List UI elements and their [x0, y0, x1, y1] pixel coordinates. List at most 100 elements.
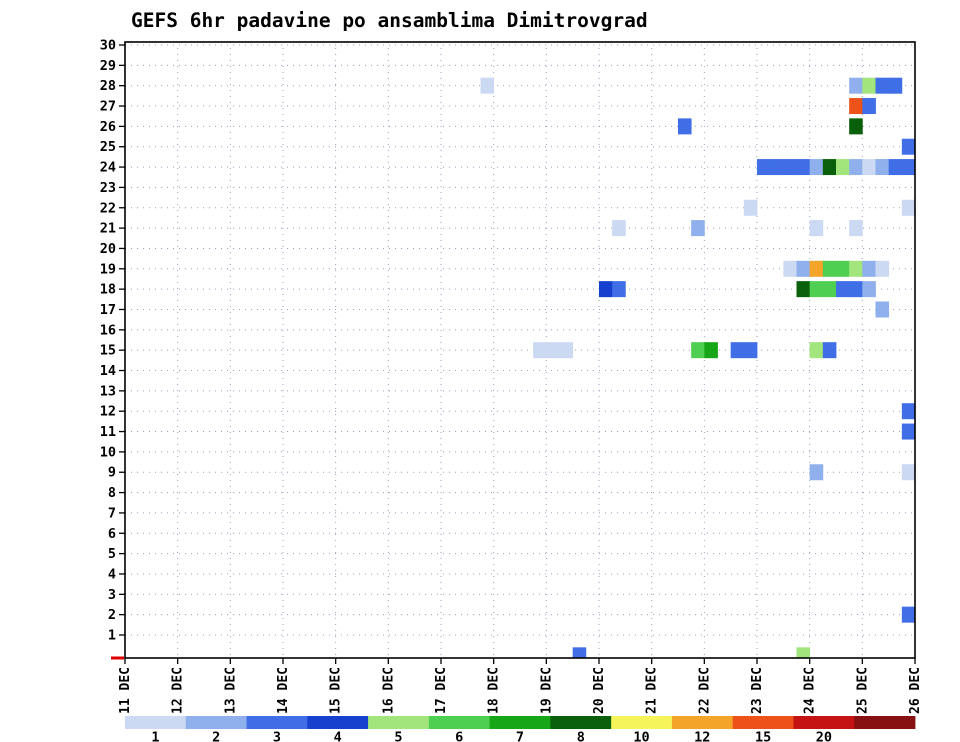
precip-cell: [730, 342, 745, 359]
legend-swatch: [368, 716, 430, 729]
precip-cell: [822, 281, 837, 298]
precip-cell: [783, 260, 797, 277]
y-member-label: 6: [108, 526, 116, 542]
legend-swatch: [246, 716, 308, 729]
x-date-label: 11 DEC: [118, 667, 133, 714]
x-date-label: 14 DEC: [276, 667, 291, 714]
y-axis: 1234567891011121314151617181920212223242…: [100, 38, 125, 644]
precip-cell: [678, 118, 692, 135]
precip-cell: [901, 199, 916, 216]
precip-cell: [809, 281, 824, 298]
precip-cell: [862, 281, 876, 298]
precip-cell: [572, 647, 587, 658]
precip-cell: [901, 159, 916, 176]
legend-label: 3: [273, 730, 281, 742]
precip-cell: [849, 220, 863, 237]
chart-title: GEFS 6hr padavine po ansamblima Dimitrov…: [131, 9, 648, 32]
legend-swatch: [428, 716, 491, 729]
y-member-label: 2: [108, 607, 116, 623]
precip-cell: [809, 159, 824, 176]
precip-cell: [691, 342, 705, 359]
x-axis: 11 DEC 12 DEC 13 DEC 14 DEC 15 DEC 16 DEC 17 D…: [118, 658, 923, 714]
legend-label: 15: [755, 730, 771, 742]
precip-cell: [809, 342, 824, 359]
legend-swatch: [854, 716, 916, 729]
precip-cell: [559, 342, 574, 359]
plot-border: [124, 41, 916, 659]
y-member-label: 7: [108, 505, 116, 521]
x-date-label: 22 DEC: [697, 667, 712, 714]
y-member-label: 22: [100, 200, 116, 216]
legend-label: 12: [694, 730, 710, 742]
legend-swatch: [125, 716, 187, 729]
legend-swatch: [550, 716, 612, 729]
precip-cell: [480, 77, 495, 94]
precip-cell: [836, 281, 850, 298]
y-member-label: 5: [108, 546, 116, 562]
legend-label: 8: [577, 730, 585, 742]
y-member-label: 24: [100, 160, 116, 176]
legend-swatch: [185, 716, 247, 729]
precip-cell: [822, 260, 837, 277]
precip-cell: [612, 281, 626, 298]
precip-cell: [862, 159, 876, 176]
precip-cell: [862, 98, 876, 115]
precip-cell: [849, 281, 863, 298]
x-date-label: 17 DEC: [434, 667, 449, 714]
precip-cell: [704, 342, 718, 359]
y-member-label: 28: [100, 78, 116, 94]
precip-cell: [862, 77, 876, 94]
y-member-label: 26: [100, 119, 116, 135]
plot-frame: [111, 41, 916, 660]
y-member-label: 18: [100, 282, 116, 298]
y-member-label: 23: [100, 180, 116, 196]
x-date-label: 15 DEC: [329, 667, 344, 714]
x-date-label: 23 DEC: [750, 667, 765, 714]
precip-cell: [770, 159, 784, 176]
legend-swatch: [611, 716, 673, 729]
precip-cell: [533, 342, 547, 359]
precip-cell: [888, 77, 903, 94]
precip-cell: [875, 159, 890, 176]
y-member-label: 20: [100, 241, 116, 257]
y-member-label: 27: [100, 99, 116, 115]
precip-cell: [888, 159, 903, 176]
legend-label: 2: [212, 730, 220, 742]
x-date-label: 20 DEC: [592, 667, 607, 714]
legend-label: 6: [455, 730, 463, 742]
y-member-label: 30: [100, 38, 116, 54]
precip-cell: [743, 342, 758, 359]
legend-swatch: [732, 716, 794, 729]
precip-cell: [862, 260, 876, 277]
precip-cell: [757, 159, 771, 176]
legend-swatch: [793, 716, 855, 729]
legend-label: 20: [816, 730, 832, 742]
y-member-label: 1: [108, 628, 116, 644]
precip-cell: [901, 138, 916, 155]
precip-cell: [901, 464, 916, 481]
y-member-label: 16: [100, 322, 116, 338]
y-member-label: 17: [100, 302, 116, 318]
precip-cell: [901, 606, 916, 623]
x-date-label: 16 DEC: [381, 667, 396, 714]
precip-cell: [849, 159, 863, 176]
precip-cell: [875, 77, 890, 94]
legend-swatch: [307, 716, 369, 729]
precip-cell: [809, 220, 824, 237]
precip-cell: [796, 260, 811, 277]
y-member-label: 3: [108, 587, 116, 603]
precip-cell: [875, 301, 890, 318]
x-date-label: 26 DEC: [908, 667, 923, 714]
y-member-label: 21: [100, 221, 116, 237]
y-member-label: 13: [100, 383, 116, 399]
precip-cell: [691, 220, 705, 237]
precip-cell: [849, 98, 863, 115]
precip-cell: [783, 159, 797, 176]
x-date-label: 25 DEC: [855, 667, 870, 714]
precip-cell: [796, 159, 811, 176]
y-member-label: 8: [108, 485, 116, 501]
gridlines: [125, 42, 915, 658]
y-member-label: 11: [100, 424, 116, 440]
